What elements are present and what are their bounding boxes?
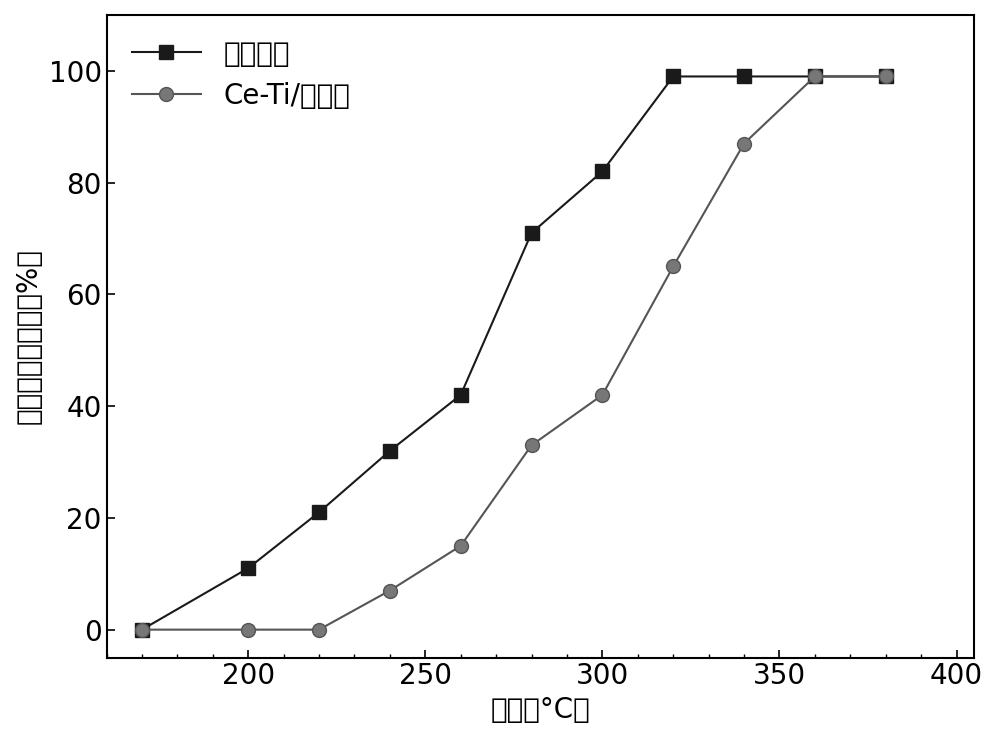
X-axis label: 温度（°C）: 温度（°C） bbox=[491, 696, 590, 724]
Legend: 本催化剑, Ce-Ti/粉煤灰: 本催化剑, Ce-Ti/粉煤灰 bbox=[120, 29, 361, 121]
Y-axis label: 二氯乙烷去除率（%）: 二氯乙烷去除率（%） bbox=[15, 248, 43, 424]
